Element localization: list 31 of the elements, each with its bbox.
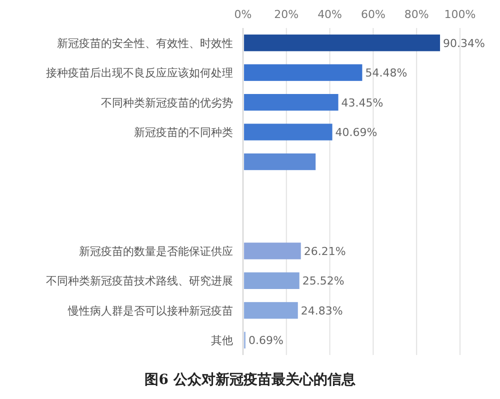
- x-tick-label: 100%: [444, 8, 476, 21]
- bar: [244, 242, 301, 260]
- x-tick-label: 80%: [404, 8, 429, 21]
- data-label: 40.69%: [335, 126, 378, 140]
- y-tick-label: 不同种类新冠疫苗的优劣势: [101, 96, 233, 110]
- bar: [244, 153, 316, 170]
- y-tick-label: 不同种类新冠疫苗技术路线、研究进展: [46, 274, 233, 288]
- text: 图6 公众对新冠疫苗最关心的信息: [144, 371, 356, 388]
- y-tick-label: 新冠疫苗的数量是否能保证供应: [79, 244, 233, 258]
- data-label: 25.52%: [302, 274, 344, 288]
- x-tick-label: 60%: [360, 8, 386, 21]
- y-tick-label: 接种疫苗后出现不良反应应该如何处理: [46, 66, 233, 80]
- data-label: 43.45%: [341, 96, 384, 110]
- y-tick-label: 新冠疫苗的安全性、有效性、时效性: [57, 36, 233, 50]
- bar: [244, 34, 440, 52]
- data-label: 90.34%: [443, 36, 485, 50]
- y-tick-label: 新冠疫苗的不同种类: [134, 126, 233, 140]
- data-label: 0.69%: [248, 334, 284, 348]
- x-tick-label: 0%: [234, 8, 252, 21]
- y-tick-label: 慢性病人群是否可以接种新冠疫苗: [67, 304, 233, 318]
- bar: [244, 94, 338, 111]
- y-tick-label: 其他: [211, 334, 233, 348]
- bar: [244, 302, 298, 319]
- data-label: 24.83%: [300, 304, 343, 318]
- bar: [244, 124, 332, 140]
- bar: [244, 272, 300, 290]
- x-tick-label: 20%: [274, 8, 299, 21]
- bar: [244, 64, 362, 81]
- data-label: 26.21%: [304, 244, 346, 258]
- x-tick-label: 40%: [318, 8, 342, 21]
- data-label: 54.48%: [365, 66, 408, 80]
